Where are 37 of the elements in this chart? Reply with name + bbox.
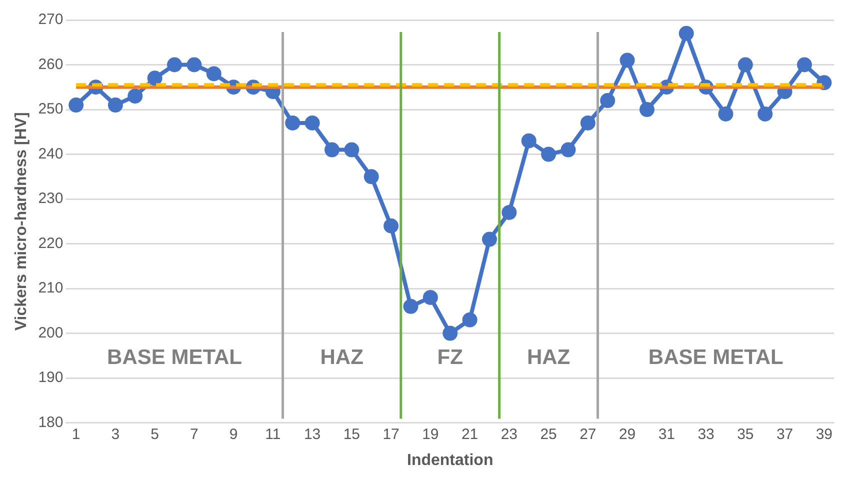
- y-tick-label: 210: [38, 280, 64, 297]
- x-tick-label: 1: [72, 426, 80, 443]
- x-tick-label: 7: [190, 426, 198, 443]
- x-axis-title: Indentation: [407, 452, 494, 469]
- y-tick-label: 270: [38, 11, 64, 28]
- y-tick-label: 220: [38, 234, 64, 252]
- x-tick-label: 29: [618, 426, 636, 443]
- x-tick-label: 13: [304, 426, 321, 443]
- x-tick-label: 33: [698, 426, 714, 443]
- x-tick-label: 25: [540, 426, 557, 443]
- x-tick-label: 39: [816, 426, 832, 443]
- annotation: HAZ: [320, 346, 364, 370]
- x-tick-label: 11: [265, 426, 281, 443]
- x-tick-label: 27: [580, 426, 596, 443]
- annotation: BASE METAL: [648, 346, 784, 370]
- y-tick-label: 240: [38, 145, 64, 162]
- y-tick-label: 180: [38, 414, 64, 431]
- x-tick-label: 15: [343, 426, 360, 443]
- x-tick-label: 31: [658, 426, 676, 443]
- x-tick-label: 35: [737, 426, 754, 443]
- y-axis-title: Vickers micro-hardness [HV]: [13, 112, 30, 331]
- annotation: FZ: [437, 346, 464, 370]
- x-tick-label: 21: [461, 426, 478, 443]
- y-tick-label: 200: [38, 324, 64, 342]
- x-tick-label: 9: [229, 426, 238, 443]
- x-tick-label: 23: [500, 426, 518, 443]
- x-tick-label: 19: [422, 426, 439, 443]
- x-tick-label: 5: [150, 426, 159, 443]
- y-tick-label: 260: [38, 56, 64, 73]
- x-tick-label: 3: [111, 426, 120, 443]
- annotation: HAZ: [526, 346, 570, 370]
- y-tick-label: 250: [38, 100, 64, 118]
- x-tick-label: 37: [776, 426, 794, 443]
- y-tick-label: 190: [38, 369, 64, 386]
- x-tick-label: 17: [382, 426, 400, 443]
- y-tick-label: 230: [38, 190, 64, 208]
- annotation: BASE METAL: [107, 346, 242, 370]
